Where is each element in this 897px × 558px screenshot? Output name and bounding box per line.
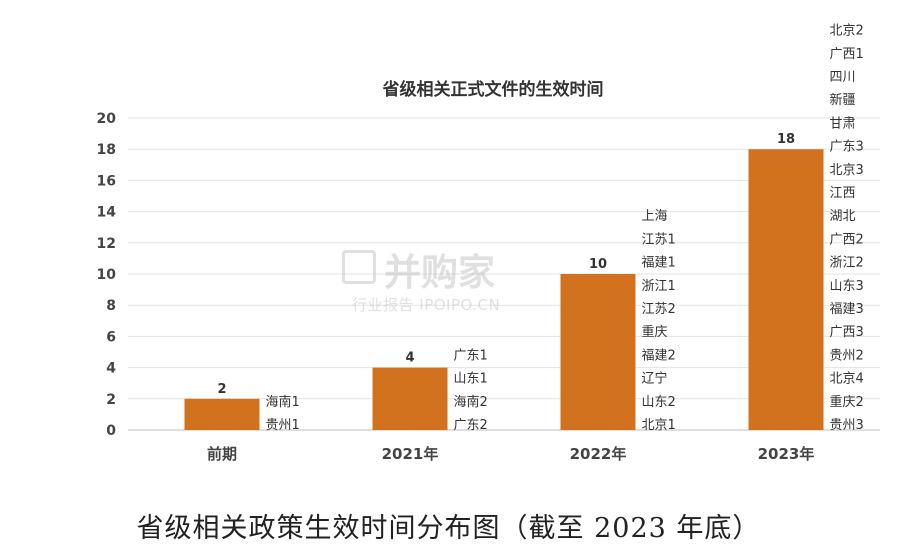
- annotation-label: 福建1: [642, 256, 676, 271]
- annotation-label: 广东2: [454, 418, 488, 433]
- bar: [184, 398, 260, 430]
- annotation-label: 江苏1: [642, 231, 676, 247]
- annotation-label: 广西1: [830, 47, 864, 62]
- annotation-label: 山东1: [454, 372, 488, 387]
- annotation-label: 湖北: [830, 209, 856, 224]
- bar: [560, 274, 636, 430]
- y-tick-label: 18: [97, 142, 116, 158]
- annotation-label: 福建3: [830, 302, 864, 317]
- y-tick-label: 8: [106, 298, 116, 314]
- annotation-label: 贵州1: [266, 418, 300, 433]
- x-tick-label: 前期: [207, 445, 237, 463]
- bar-annotations: 海南1贵州1广东1山东1海南2广东2上海江苏1福建1浙江1江苏2重庆福建2辽宁山…: [266, 24, 864, 433]
- annotation-label: 福建2: [642, 348, 676, 363]
- bar-value-label: 4: [405, 351, 414, 366]
- annotation-label: 山东3: [830, 279, 864, 294]
- annotation-label: 江苏2: [642, 301, 676, 317]
- figure-caption: 省级相关政策生效时间分布图（截至 2023 年底）: [136, 513, 761, 544]
- x-tick-label: 2023年: [758, 445, 815, 463]
- annotation-label: 北京3: [830, 163, 864, 178]
- bar-value-label: 2: [217, 382, 226, 397]
- annotation-label: 北京1: [642, 418, 676, 433]
- y-tick-label: 10: [97, 267, 117, 283]
- bar-value-label: 10: [589, 257, 607, 272]
- annotation-label: 贵州3: [830, 418, 864, 433]
- annotation-label: 浙江2: [830, 256, 864, 271]
- annotation-label: 甘肃: [830, 116, 856, 131]
- annotation-label: 江西: [830, 186, 856, 201]
- annotation-label: 贵州2: [830, 348, 864, 363]
- y-tick-label: 4: [106, 361, 116, 377]
- annotation-label: 浙江1: [642, 279, 676, 294]
- annotation-label: 广西2: [830, 232, 864, 247]
- annotation-label: 辽宁: [642, 371, 668, 387]
- y-tick-label: 6: [106, 329, 116, 345]
- bar-chart: 省级相关正式文件的生效时间 0 2 4 6 8 10 12 14 16 18 20 2 4 10 18 前…: [97, 24, 880, 463]
- annotation-label: 四川: [830, 70, 856, 85]
- annotation-label: 广东3: [830, 140, 864, 155]
- chart-title: 省级相关正式文件的生效时间: [382, 79, 604, 100]
- x-axis: 前期 2021年 2022年 2023年: [207, 445, 814, 463]
- annotation-label: 重庆: [642, 324, 668, 340]
- annotation-label: 重庆2: [830, 394, 864, 410]
- bar: [748, 149, 824, 430]
- annotation-label: 上海: [642, 209, 668, 224]
- y-tick-label: 2: [106, 392, 116, 408]
- annotation-label: 海南2: [454, 394, 488, 410]
- annotation-label: 山东2: [642, 395, 676, 410]
- x-tick-label: 2022年: [570, 445, 627, 463]
- bar-value-label: 18: [777, 132, 795, 147]
- annotation-label: 广东1: [454, 348, 488, 363]
- y-tick-label: 20: [97, 111, 117, 127]
- y-tick-label: 12: [97, 236, 116, 252]
- y-tick-label: 0: [106, 423, 116, 439]
- bars: 2 4 10 18: [184, 132, 824, 430]
- bar: [372, 367, 448, 430]
- annotation-label: 海南1: [266, 394, 300, 410]
- y-tick-label: 14: [97, 205, 117, 221]
- annotation-label: 北京2: [830, 24, 864, 39]
- annotation-label: 北京4: [830, 372, 864, 387]
- y-tick-label: 16: [97, 173, 116, 189]
- annotation-label: 广西3: [830, 325, 864, 340]
- y-axis: 0 2 4 6 8 10 12 14 16 18 20: [97, 111, 117, 439]
- annotation-label: 新疆: [830, 92, 856, 108]
- x-tick-label: 2021年: [382, 445, 439, 463]
